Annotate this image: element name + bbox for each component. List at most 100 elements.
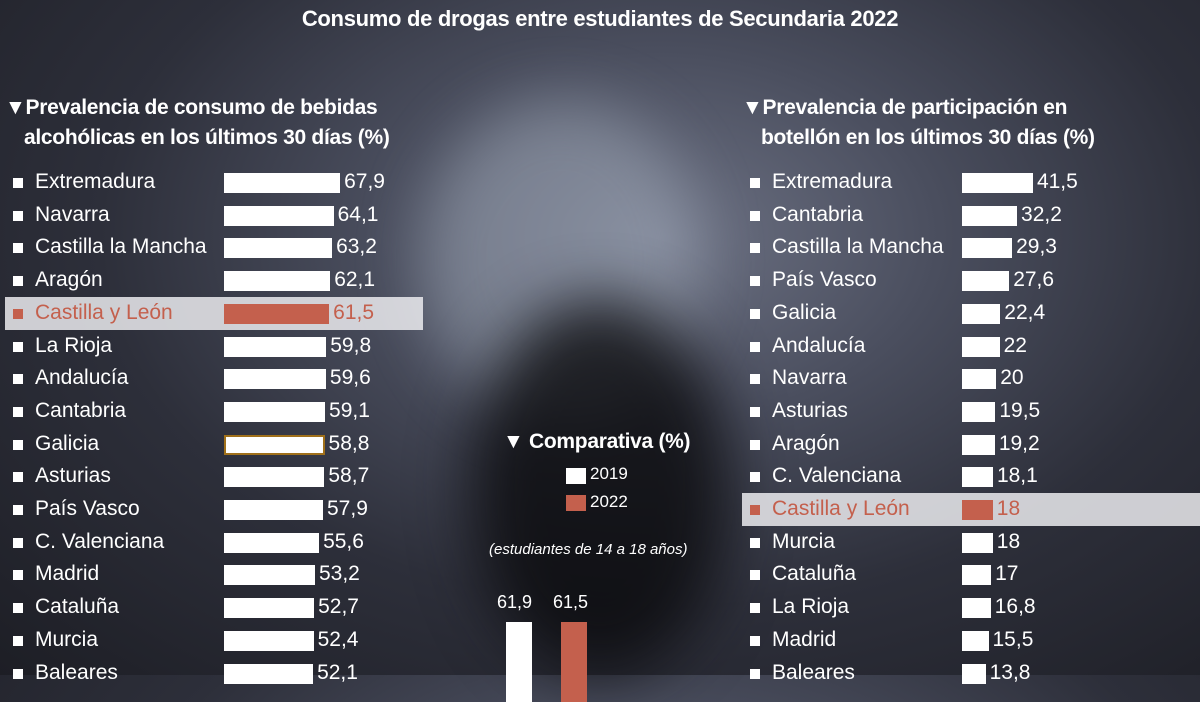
bar [224,336,327,357]
value-label: 18 [996,529,1021,553]
bullet-square [750,210,760,221]
bar [224,663,314,684]
bar-row: Castilla la Mancha 63,2 [13,231,463,263]
category-label: Madrid [35,562,100,586]
value-label: 29,3 [1016,235,1057,259]
bullet-square [750,635,760,646]
bullet-square [13,374,23,385]
legend-label-2022: 2022 [590,492,628,511]
bar [224,598,315,619]
bullet-square [13,178,23,188]
bullet-square [750,570,760,581]
bar-row: Madrid 15,5 [750,624,1200,656]
bar [962,303,1001,324]
category-label: Navarra [35,202,110,226]
highlight-band [5,296,423,330]
bullet-square [750,308,760,319]
bullet-square [750,439,760,450]
bullet-square [750,276,760,287]
category-label: Galicia [772,300,837,324]
comparison-bar-2022 [561,622,587,702]
bar-row: La Rioja 59,8 [13,330,463,362]
bar-row: Murcia 18 [750,526,1200,558]
bar [224,205,334,226]
right-chart-title: ▼Prevalencia de participación en botelló… [742,96,1095,149]
bar-row: Navarra 20 [750,362,1200,394]
bullet-square [750,341,760,352]
bar-row: Galicia 22,4 [750,297,1200,329]
category-label: C. Valenciana [772,464,902,488]
value-label: 19,5 [999,398,1041,422]
bar-row: Cantabria 59,1 [13,395,463,427]
category-label: País Vasco [35,497,140,520]
category-label: C. Valenciana [35,529,165,553]
bar [962,401,996,422]
bar-row: Cataluña 17 [750,558,1200,590]
category-label: Castilla y León [772,497,910,520]
bullet-square [750,178,760,188]
bar [962,500,993,520]
bullet-square [13,439,23,450]
category-label: Extremadura [772,170,893,193]
category-label: País Vasco [772,268,877,292]
bar-row: Aragón 19,2 [750,428,1200,460]
value-label: 32,2 [1021,202,1062,226]
bar [962,173,1033,193]
value-label: 17 [995,562,1019,586]
bar [224,173,341,193]
category-label: Murcia [35,627,99,651]
bar-row: La Rioja 16,8 [750,591,1200,623]
category-label: Navarra [772,366,847,390]
value-label: 20 [1000,366,1024,390]
bullet-square [750,243,760,254]
bullet-square [13,472,23,483]
legend-swatch-2022 [566,495,586,511]
bar-row: Extremadura 67,9 [13,166,463,198]
bullet-square [13,341,23,352]
category-label: Cataluña [772,562,857,586]
legend-swatch-2019 [566,468,586,484]
value-label: 63,2 [336,235,377,259]
value-label: 52,4 [317,627,359,651]
value-label: 62,1 [334,268,376,292]
bar-row: Asturias 58,7 [13,460,463,492]
bullet-square [13,505,23,515]
bar [962,434,995,455]
bar-row: C. Valenciana 18,1 [750,460,1200,492]
bullet-square [13,276,23,287]
bar [224,369,326,390]
value-label: 18,1 [996,464,1038,488]
value-label: 59,8 [330,333,372,357]
bullet-square [750,505,760,515]
comparison-title: ▼ Comparativa (%) [503,430,691,453]
category-label: Andalucía [35,366,129,390]
bar [962,238,1013,259]
bullet-square [13,210,23,221]
category-label: La Rioja [35,333,113,357]
value-label: 19,2 [998,431,1040,455]
category-label: Baleares [772,660,855,684]
category-label: Aragón [35,268,103,292]
category-label: Murcia [772,529,836,553]
background-hand [470,300,730,675]
bullet-square [13,537,23,548]
value-label: 13,8 [989,660,1031,684]
bar [962,369,997,390]
category-label: Aragón [772,431,840,455]
bar-row: Murcia 52,4 [13,624,463,656]
bar-row: Baleares 13,8 [750,657,1200,689]
bullet-square [13,406,23,417]
value-label: 15,5 [992,627,1034,651]
bar [224,532,320,553]
bar-row: Extremadura 41,5 [750,166,1200,198]
category-label: Castilla la Mancha [35,235,207,259]
left-chart-title: ▼Prevalencia de consumo de bebidas alcoh… [5,96,390,149]
value-label: 57,9 [327,497,368,520]
comparison-bar-2019 [506,622,532,702]
bar-row: Castilla la Mancha 29,3 [750,231,1200,263]
value-label: 52,7 [318,595,359,619]
bar-row: C. Valenciana 55,6 [13,526,463,558]
bar [962,467,993,488]
category-label: Madrid [772,627,837,651]
bar [962,271,1010,292]
